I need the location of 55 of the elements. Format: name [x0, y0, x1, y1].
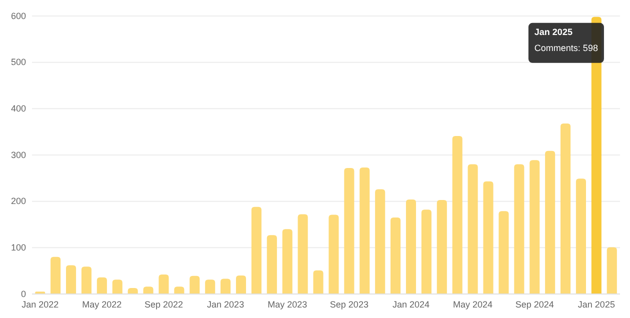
- bar: [560, 123, 571, 294]
- x-tick-label: Jan 2022: [22, 299, 59, 310]
- x-tick-label: Jan 2025: [578, 299, 615, 310]
- bar: [452, 136, 462, 294]
- y-tick-label: 0: [20, 288, 26, 299]
- bar: [406, 199, 416, 294]
- x-tick-label: May 2023: [268, 299, 308, 310]
- x-tick-label: Sep 2024: [515, 299, 554, 310]
- bar: [436, 200, 447, 294]
- bar: [313, 270, 324, 294]
- x-tick-label: May 2024: [453, 299, 493, 310]
- bar: [66, 265, 76, 294]
- bar: [112, 280, 122, 294]
- bar: [468, 164, 478, 294]
- bar: [174, 286, 184, 294]
- annotation: Jan 2025: [534, 26, 572, 37]
- x-tick-label: May 2022: [82, 299, 122, 310]
- x-tick-label: Jan 2023: [207, 299, 244, 310]
- bar: [205, 280, 216, 294]
- annotation: Comments: 598: [534, 42, 598, 53]
- bar: [328, 214, 339, 294]
- bar: [344, 168, 354, 294]
- bar: [606, 247, 617, 294]
- bar: [81, 266, 92, 294]
- bar: [421, 210, 432, 294]
- y-tick-label: 400: [10, 104, 26, 114]
- bar: [282, 229, 292, 294]
- y-tick-label: 100: [10, 242, 26, 253]
- bar: [360, 168, 370, 294]
- bar: [50, 256, 61, 294]
- y-tick-label: 500: [10, 57, 26, 68]
- y-tick-label: 200: [10, 196, 26, 206]
- bar: [220, 278, 231, 294]
- bar: [236, 275, 246, 294]
- bar: [128, 288, 138, 294]
- y-tick-label: 300: [10, 150, 26, 160]
- x-tick-label: Jan 2024: [392, 299, 430, 310]
- bar: [143, 286, 154, 294]
- bar: [298, 214, 308, 294]
- bar: [530, 160, 540, 294]
- x-tick-label: Sep 2022: [144, 299, 184, 310]
- y-tick-label: 600: [10, 10, 26, 21]
- bar: [576, 178, 586, 294]
- bar: [498, 211, 509, 294]
- bar: [251, 206, 262, 294]
- bar: [514, 164, 524, 294]
- bar: [483, 181, 494, 294]
- bar: [190, 276, 200, 294]
- bar: [158, 274, 169, 294]
- bar: [390, 218, 401, 294]
- bar: [96, 277, 107, 294]
- bar: [266, 235, 277, 294]
- x-tick-label: Sep 2023: [330, 299, 368, 310]
- bar: [375, 189, 386, 294]
- bar: [545, 150, 556, 294]
